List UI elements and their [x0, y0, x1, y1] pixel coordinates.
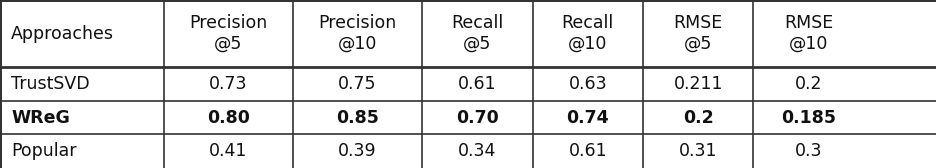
Text: 0.74: 0.74	[566, 109, 609, 127]
Text: TrustSVD: TrustSVD	[11, 75, 90, 93]
Text: 0.185: 0.185	[782, 109, 836, 127]
Text: RMSE
@10: RMSE @10	[784, 14, 833, 53]
Text: RMSE
@5: RMSE @5	[674, 14, 723, 53]
Text: 0.39: 0.39	[338, 142, 377, 160]
Text: 0.70: 0.70	[456, 109, 499, 127]
Text: 0.75: 0.75	[338, 75, 377, 93]
Text: WReG: WReG	[11, 109, 70, 127]
Text: 0.31: 0.31	[679, 142, 718, 160]
Text: 0.2: 0.2	[795, 75, 823, 93]
Text: Approaches: Approaches	[11, 25, 114, 43]
Text: Recall
@5: Recall @5	[451, 14, 504, 53]
Text: 0.80: 0.80	[207, 109, 250, 127]
Text: 0.85: 0.85	[336, 109, 379, 127]
Text: 0.73: 0.73	[209, 75, 248, 93]
Text: 0.63: 0.63	[568, 75, 607, 93]
Text: 0.41: 0.41	[210, 142, 247, 160]
Text: Popular: Popular	[11, 142, 77, 160]
Text: Precision
@5: Precision @5	[189, 14, 268, 53]
Text: 0.61: 0.61	[458, 75, 497, 93]
Text: 0.211: 0.211	[674, 75, 723, 93]
Text: 0.61: 0.61	[568, 142, 607, 160]
Text: 0.3: 0.3	[795, 142, 823, 160]
Text: 0.34: 0.34	[459, 142, 496, 160]
Text: 0.2: 0.2	[683, 109, 713, 127]
Text: Recall
@10: Recall @10	[562, 14, 614, 53]
Text: Precision
@10: Precision @10	[318, 14, 397, 53]
